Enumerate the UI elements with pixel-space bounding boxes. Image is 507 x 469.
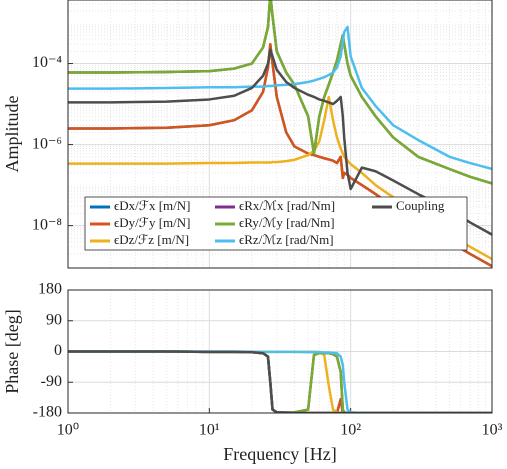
y-tick-label: 180 (38, 281, 62, 298)
x-tick-label: 10¹ (199, 422, 220, 439)
legend-label: Coupling (396, 198, 445, 213)
axes-box (67, 0, 493, 269)
y-tick-label: 10⁻⁶ (32, 135, 62, 152)
series-line (68, 95, 492, 261)
legend-label: ϵRx/ℳx [rad/Nm] (239, 198, 335, 213)
plot-area (68, 0, 492, 268)
series-line (68, 42, 492, 268)
series-line (68, 48, 492, 236)
y-tick-label: -180 (33, 404, 62, 421)
axes-box (67, 289, 493, 414)
legend-label: ϵDx/ℱx [m/N] (114, 198, 191, 213)
legend-label: ϵDy/ℱy [m/N] (114, 215, 191, 230)
y-axis-label: Phase [deg] (2, 309, 22, 393)
x-tick-label: 10² (340, 422, 361, 439)
legend-label: ϵDz/ℱz [m/N] (114, 232, 189, 247)
y-tick-label: -90 (41, 373, 62, 390)
legend-label: ϵRy/ℳy [rad/Nm] (239, 215, 335, 230)
legend-box (84, 196, 468, 251)
y-tick-label: 0 (54, 342, 62, 359)
x-tick-label: 10⁰ (57, 422, 79, 439)
series-line (68, 0, 492, 185)
x-axis-label: Frequency [Hz] (223, 444, 336, 464)
series-line (68, 350, 492, 413)
y-tick-label: 10⁻⁸ (32, 216, 62, 233)
plot-area (68, 350, 492, 413)
y-tick-label: 90 (46, 311, 62, 328)
y-axis-label: Amplitude (2, 95, 22, 172)
legend-label: ϵRz/ℳz [rad/Nm] (239, 232, 334, 247)
x-tick-label: 10³ (482, 422, 503, 439)
y-tick-label: 10⁻⁴ (32, 54, 62, 71)
